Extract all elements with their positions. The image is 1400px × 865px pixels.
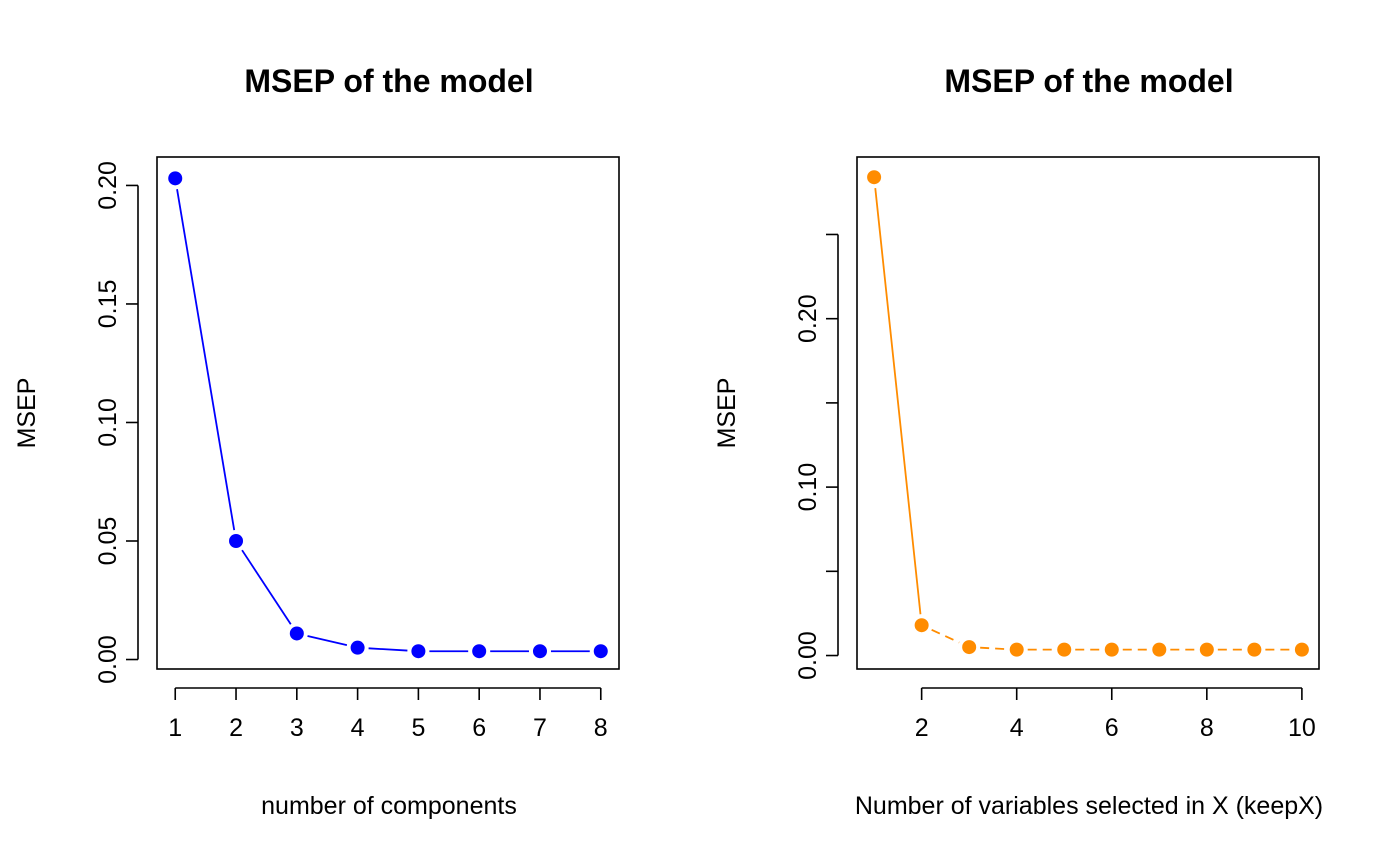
series-line-segment (980, 646, 1006, 650)
x-tick-label: 6 (472, 714, 486, 742)
y-tick-label: 0.00 (794, 631, 822, 680)
data-point (229, 534, 244, 548)
y-tick-label: 0.20 (94, 161, 122, 210)
series-line-segment (931, 628, 960, 644)
x-tick-label: 4 (1010, 714, 1024, 742)
x-tick-label: 10 (1288, 714, 1316, 742)
data-point (411, 644, 426, 659)
data-point (1152, 642, 1167, 657)
series-line-segment (241, 549, 292, 625)
y-tick-label: 0.10 (794, 463, 822, 512)
data-point (532, 644, 547, 659)
data-point (1199, 642, 1214, 657)
plot-frame (856, 156, 1320, 670)
plot-frame (156, 156, 620, 670)
chart-msep-components: MSEP of the model MSEP number of compone… (13, 63, 620, 820)
series-line-segment (368, 647, 408, 652)
series-line-segment (874, 188, 922, 615)
x-tick-label: 7 (533, 714, 547, 742)
x-tick-label: 6 (1105, 714, 1119, 742)
x-tick-label: 8 (1200, 714, 1214, 742)
data-point (289, 626, 304, 641)
chart-title: MSEP of the model (944, 63, 1233, 99)
x-tick-label: 1 (168, 714, 182, 742)
x-axis-label: Number of variables selected in X (keepX… (855, 792, 1323, 820)
y-axis-label: MSEP (13, 378, 41, 449)
y-tick-label: 0.10 (94, 398, 122, 447)
data-point (1247, 642, 1262, 657)
x-tick-label: 2 (915, 714, 929, 742)
data-point (1104, 642, 1119, 657)
data-point (962, 640, 977, 655)
x-tick-label: 2 (229, 714, 243, 742)
data-point (914, 618, 929, 633)
data-point (350, 640, 365, 655)
data-point (472, 644, 487, 659)
x-tick-label: 3 (290, 714, 304, 742)
y-tick-label: 0.05 (94, 517, 122, 566)
y-tick-label: 0.00 (94, 635, 122, 684)
data-point (593, 644, 608, 659)
y-tick-label: 0.20 (794, 294, 822, 343)
data-point (1294, 642, 1309, 657)
chart-msep-keepx: MSEP of the model MSEP Number of variabl… (713, 63, 1323, 820)
x-axis-label: number of components (261, 792, 517, 820)
plot-marks: 1 2 3 4 5 6 7 8 0.00 0.05 0.10 0.15 0.20 (94, 161, 608, 742)
x-tick-label: 8 (594, 714, 608, 742)
y-axis-label: MSEP (713, 378, 741, 449)
series-line-segment (307, 635, 348, 647)
chart-title: MSEP of the model (244, 63, 533, 99)
series-line-segment (176, 189, 236, 531)
data-point (1009, 642, 1024, 657)
y-tick-label: 0.15 (94, 280, 122, 329)
data-point (1057, 642, 1072, 657)
plot-marks: 2 4 6 8 10 0.00 0.10 0.20 (794, 170, 1316, 742)
data-point (168, 171, 183, 186)
x-tick-label: 4 (351, 714, 365, 742)
x-tick-label: 5 (411, 714, 425, 742)
data-point (867, 170, 882, 185)
